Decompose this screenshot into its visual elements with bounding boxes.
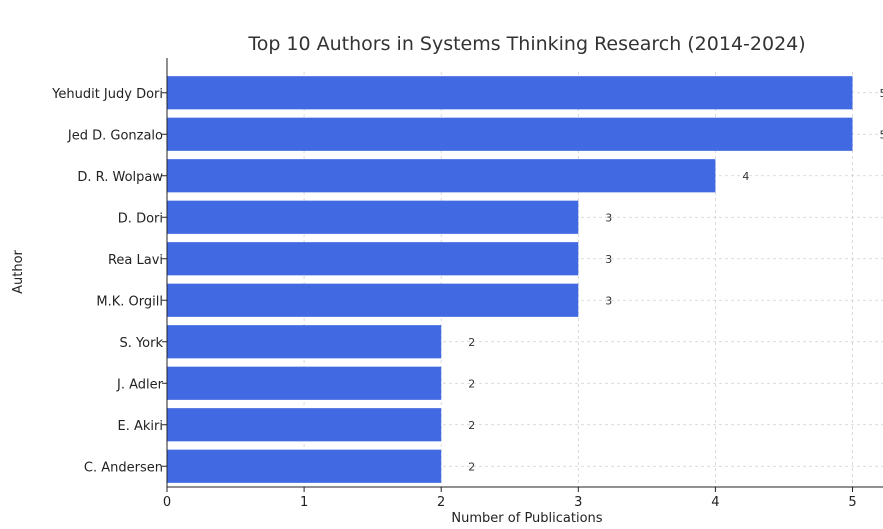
bar bbox=[167, 200, 579, 234]
category-label: J. Adler bbox=[116, 377, 164, 392]
category-label: Jed D. Gonzalo bbox=[67, 128, 163, 143]
value-label: 3 bbox=[605, 294, 612, 307]
category-label: M.K. Orgill bbox=[96, 294, 163, 309]
category-label: D. Dori bbox=[118, 211, 163, 226]
bar bbox=[167, 449, 442, 483]
value-label: 5 bbox=[880, 87, 883, 100]
value-label: 3 bbox=[605, 211, 612, 224]
labels: 0 1 2 3 4 5 Yehudit Judy Dori 5 Jed D. Gonzalo 5 D… bbox=[51, 87, 883, 510]
bar bbox=[167, 159, 716, 193]
x-tick-label: 3 bbox=[574, 495, 582, 510]
y-axis-label: Author bbox=[11, 249, 26, 293]
bar bbox=[167, 76, 853, 110]
x-tick-label: 1 bbox=[300, 495, 308, 510]
value-label: 2 bbox=[468, 419, 475, 432]
chart-title: Top 10 Authors in Systems Thinking Resea… bbox=[247, 33, 805, 55]
category-label: Yehudit Judy Dori bbox=[51, 87, 163, 102]
x-tick-label: 5 bbox=[848, 495, 856, 510]
value-label: 2 bbox=[468, 460, 475, 473]
bar bbox=[167, 408, 442, 442]
value-label: 2 bbox=[468, 336, 475, 349]
value-label: 5 bbox=[880, 128, 883, 141]
value-label: 2 bbox=[468, 377, 475, 390]
bars bbox=[167, 76, 853, 483]
category-label: S. York bbox=[119, 336, 163, 351]
bar bbox=[167, 242, 579, 276]
x-axis-label: Number of Publications bbox=[451, 511, 602, 526]
x-tick-label: 2 bbox=[437, 495, 445, 510]
category-label: C. Andersen bbox=[84, 460, 163, 475]
category-label: Rea Lavi bbox=[108, 253, 163, 268]
value-label: 3 bbox=[605, 253, 612, 266]
x-tick-label: 4 bbox=[711, 495, 719, 510]
bar bbox=[167, 283, 579, 317]
bar bbox=[167, 366, 442, 400]
bar bbox=[167, 325, 442, 359]
category-label: D. R. Wolpaw bbox=[77, 170, 163, 185]
x-tick-label: 0 bbox=[163, 495, 171, 510]
category-label: E. Akiri bbox=[118, 419, 163, 434]
bar bbox=[167, 117, 853, 151]
axes bbox=[166, 58, 883, 488]
value-label: 4 bbox=[742, 170, 749, 183]
